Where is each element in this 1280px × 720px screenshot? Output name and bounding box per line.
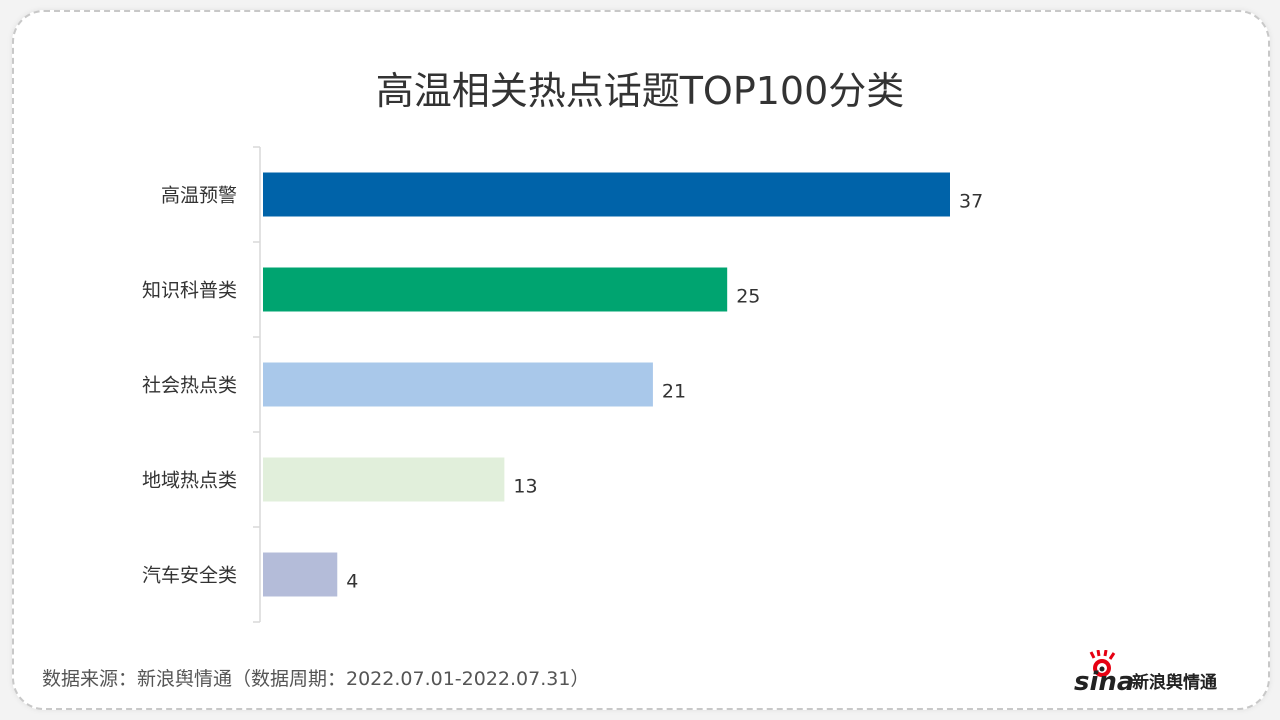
bar-2	[263, 267, 728, 312]
chart-title: 高温相关热点话题TOP100分类	[375, 69, 905, 113]
data-label: 21	[662, 381, 686, 403]
bar-5	[263, 552, 338, 597]
data-source-note: 数据来源：新浪舆情通（数据周期：2022.07.01-2022.07.31）	[42, 668, 590, 690]
svg-text:新浪舆情通: 新浪舆情通	[1132, 672, 1217, 693]
category-label: 地域热点类	[142, 470, 237, 492]
chart-card	[12, 10, 1270, 710]
bar-3	[263, 362, 653, 407]
sina-logo: sina 新浪舆情通	[1074, 649, 1244, 704]
category-label: 高温预警	[161, 185, 237, 207]
category-label: 知识科普类	[142, 280, 237, 302]
data-label: 25	[736, 286, 760, 308]
bar-4	[263, 457, 505, 502]
data-label: 13	[513, 476, 537, 498]
bar-1	[263, 172, 950, 217]
category-label: 汽车安全类	[142, 565, 237, 587]
svg-text:sina: sina	[1074, 667, 1134, 697]
category-label: 社会热点类	[142, 375, 237, 397]
data-label: 37	[959, 191, 983, 213]
data-label: 4	[346, 571, 358, 593]
